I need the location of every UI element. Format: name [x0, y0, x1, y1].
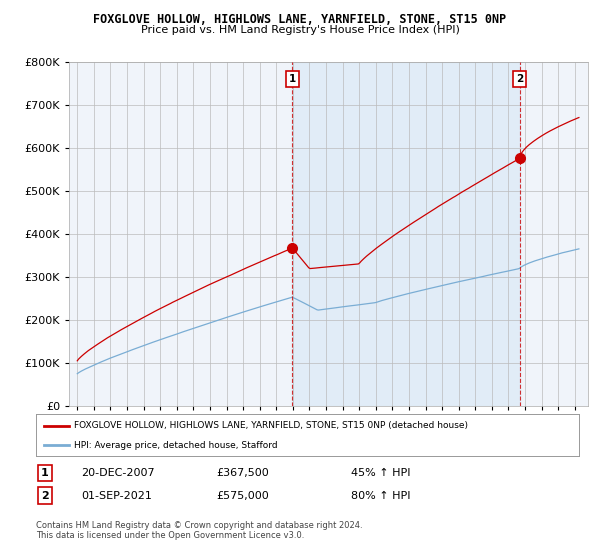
Text: 45% ↑ HPI: 45% ↑ HPI	[351, 468, 410, 478]
Text: 2: 2	[41, 491, 49, 501]
Text: 2: 2	[516, 74, 523, 84]
Text: FOXGLOVE HOLLOW, HIGHLOWS LANE, YARNFIELD, STONE, ST15 0NP (detached house): FOXGLOVE HOLLOW, HIGHLOWS LANE, YARNFIEL…	[74, 421, 468, 430]
Text: 01-SEP-2021: 01-SEP-2021	[81, 491, 152, 501]
Text: 1: 1	[289, 74, 296, 84]
Text: 20-DEC-2007: 20-DEC-2007	[81, 468, 155, 478]
Text: 1: 1	[41, 468, 49, 478]
Text: 80% ↑ HPI: 80% ↑ HPI	[351, 491, 410, 501]
Bar	[292, 62, 520, 406]
Text: Contains HM Land Registry data © Crown copyright and database right 2024.
This d: Contains HM Land Registry data © Crown c…	[36, 521, 362, 540]
Text: Price paid vs. HM Land Registry's House Price Index (HPI): Price paid vs. HM Land Registry's House …	[140, 25, 460, 35]
Text: HPI: Average price, detached house, Stafford: HPI: Average price, detached house, Staf…	[74, 441, 278, 450]
Text: £575,000: £575,000	[216, 491, 269, 501]
Text: £367,500: £367,500	[216, 468, 269, 478]
Text: FOXGLOVE HOLLOW, HIGHLOWS LANE, YARNFIELD, STONE, ST15 0NP: FOXGLOVE HOLLOW, HIGHLOWS LANE, YARNFIEL…	[94, 13, 506, 26]
